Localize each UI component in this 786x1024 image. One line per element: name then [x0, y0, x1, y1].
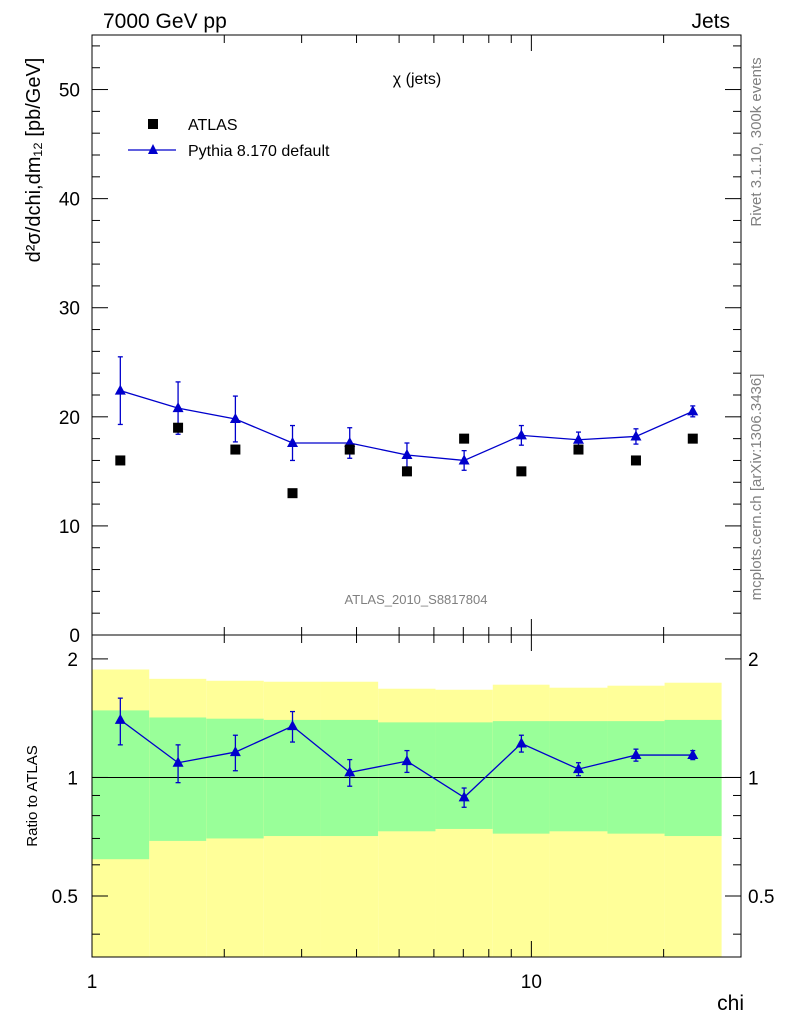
energy-label: 7000 GeV pp: [103, 10, 227, 33]
ratio-y-tick-label: 2: [67, 650, 78, 671]
ratio-y-axis-label: Ratio to ATLAS: [24, 745, 41, 846]
mc-marker: [630, 430, 642, 441]
y-tick-label: 20: [59, 408, 80, 429]
ratio-marker: [458, 791, 470, 802]
ratio-marker: [572, 763, 584, 774]
atlas-data-point: [630, 455, 641, 466]
mc-marker: [687, 405, 699, 416]
atlas-data-point: [115, 455, 126, 466]
legend-pythia-marker: [148, 144, 158, 154]
rivet-label: Rivet 3.1.10, 300k events: [748, 57, 765, 226]
atlas-data-point: [687, 433, 698, 444]
mc-marker: [515, 429, 527, 440]
y-tick-label: 30: [59, 299, 80, 320]
mc-marker: [172, 402, 184, 413]
y-tick-label: 10: [59, 517, 80, 538]
ratio-band-inner: [664, 719, 722, 837]
ratio-marker: [401, 755, 413, 766]
mc-marker: [344, 437, 356, 447]
y-tick-label: 0: [69, 626, 80, 647]
ratio-y-tick-label-right: 0.5: [748, 887, 774, 908]
legend-pythia-label: Pythia 8.170 default: [188, 143, 330, 160]
analysis-label: ATLAS_2010_S8817804: [345, 592, 488, 607]
atlas-data-point: [573, 444, 584, 455]
ratio-y-tick-label: 1: [67, 768, 78, 789]
ratio-marker: [515, 737, 527, 748]
y-tick-label: 50: [59, 81, 80, 102]
mc-marker: [458, 454, 470, 465]
x-tick-label: 10: [521, 972, 542, 993]
ratio-marker: [172, 756, 184, 767]
atlas-data-point: [230, 444, 241, 455]
x-axis-label: chi: [717, 992, 744, 1015]
ratio-marker: [114, 713, 126, 724]
atlas-data-point: [459, 433, 470, 444]
ratio-band-inner: [435, 722, 493, 829]
legend: ATLAS Pythia 8.170 default: [128, 117, 330, 160]
ratio-marker: [630, 749, 642, 760]
y-tick-label: 40: [59, 190, 80, 211]
ratio-y-tick-label-right: 2: [748, 650, 759, 671]
plot-title: χ (jets): [393, 71, 441, 88]
ratio-band-inner: [378, 722, 436, 832]
main-y-axis-label: d²σ/dchi,dm₁₂ [pb/GeV]: [23, 58, 45, 263]
ratio-plot-frame: [91, 634, 742, 958]
ratio-marker: [687, 749, 699, 760]
atlas-data-point: [173, 422, 184, 433]
legend-atlas-label: ATLAS: [188, 117, 238, 134]
mc-marker: [572, 433, 584, 444]
atlas-data-point: [344, 444, 355, 455]
atlas-data-point: [516, 466, 527, 477]
mc-marker: [229, 413, 241, 423]
ratio-marker: [229, 746, 241, 757]
ratio-marker: [287, 720, 299, 731]
legend-atlas-marker: [148, 119, 158, 129]
mc-marker: [114, 384, 126, 395]
atlas-data-point: [287, 488, 298, 499]
x-tick-label: 1: [87, 972, 98, 993]
ratio-marker: [344, 766, 356, 777]
ratio-y-tick-label: 0.5: [52, 887, 78, 908]
ratio-y-tick-label-right: 1: [748, 768, 759, 789]
atlas-data-point: [401, 466, 412, 477]
mcplots-label: mcplots.cern.ch [arXiv:1306.3436]: [748, 374, 765, 601]
mc-marker: [287, 437, 299, 447]
category-label: Jets: [691, 10, 730, 33]
mc-marker: [401, 449, 413, 459]
